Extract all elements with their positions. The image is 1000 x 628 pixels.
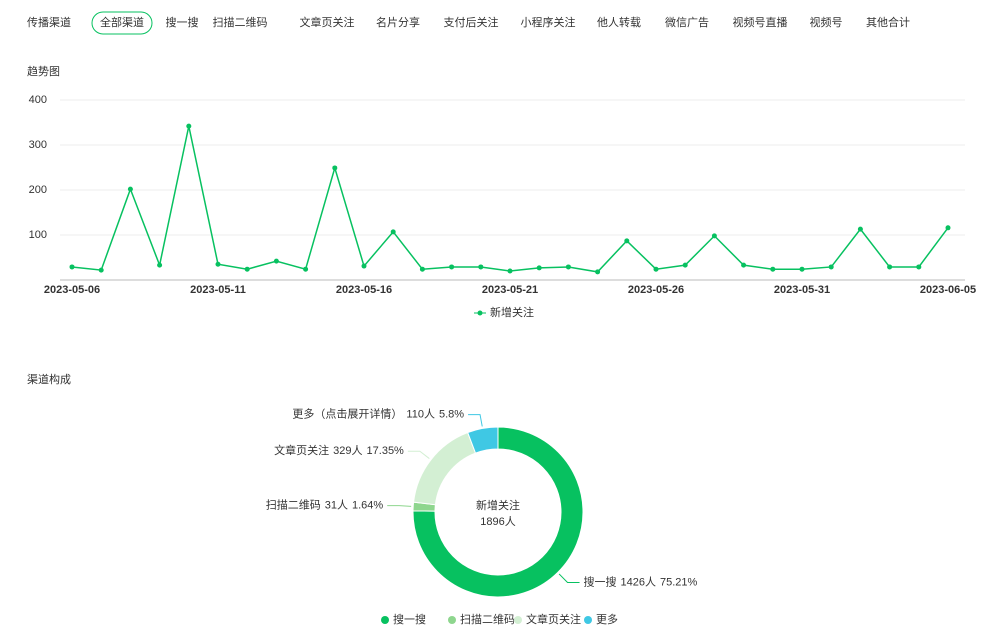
legend-label: 扫描二维码 (460, 612, 515, 626)
tabs-label: 传播渠道 (27, 15, 71, 29)
point (186, 123, 192, 129)
center-total: 1896人 (480, 515, 515, 528)
leader-line (558, 573, 580, 583)
point (799, 266, 805, 272)
tab[interactable]: 微信广告 (665, 15, 709, 29)
center-title: 新增关注 (476, 498, 520, 512)
slice-label-part: 329人 (333, 444, 362, 457)
slice-label-part: 1.64% (352, 500, 383, 512)
leader-line (387, 505, 412, 507)
legend-label: 新增关注 (490, 305, 534, 319)
legend-label: 搜一搜 (393, 612, 426, 626)
slice-label-part: 75.21% (660, 576, 698, 588)
point (244, 266, 250, 272)
slice-label: 更多（点击展开详情） 110人 5.8% (292, 407, 464, 421)
slice-label-part: 17.35% (367, 445, 405, 457)
point (419, 266, 425, 272)
legend-marker (448, 616, 456, 624)
point (887, 264, 893, 270)
slice (412, 426, 584, 598)
line (71, 125, 949, 273)
tab[interactable]: 搜一搜 (166, 15, 199, 29)
point (478, 264, 484, 270)
point (653, 266, 659, 272)
tab[interactable]: 支付后关注 (444, 15, 499, 29)
legend-label: 更多 (596, 612, 618, 626)
point (507, 268, 513, 274)
x-tick-label: 2023-05-16 (336, 284, 392, 296)
legend-label: 文章页关注 (526, 612, 581, 626)
point (536, 265, 542, 271)
slice-label-part: 110人 (406, 408, 435, 421)
tab[interactable]: 文章页关注 (300, 15, 355, 29)
legend-marker (514, 616, 522, 624)
x-tick-label: 2023-05-11 (190, 284, 246, 296)
point (770, 266, 776, 272)
tab[interactable]: 视频号直播 (733, 15, 788, 29)
tab[interactable]: 其他合计 (866, 15, 910, 29)
point (273, 258, 279, 264)
x-tick-label: 2023-05-26 (628, 284, 684, 296)
slice-label-part: 31人 (325, 499, 348, 512)
point (69, 264, 75, 270)
point (98, 267, 104, 273)
point (916, 264, 922, 270)
point (390, 229, 396, 235)
x-tick-label: 2023-06-05 (920, 284, 976, 296)
tab[interactable]: 他人转载 (597, 15, 641, 29)
point (857, 226, 863, 232)
point (127, 186, 133, 192)
tab[interactable]: 视频号 (810, 15, 843, 29)
y-tick-label: 400 (29, 94, 47, 106)
slice-label-part: 扫描二维码 (266, 498, 321, 512)
legend-marker (477, 310, 483, 316)
tab[interactable]: 全部渠道 (100, 15, 144, 29)
point (945, 225, 951, 231)
legend-marker (381, 616, 389, 624)
tab[interactable]: 名片分享 (376, 15, 420, 29)
section-title: 渠道构成 (27, 372, 71, 386)
slice-label-part: 5.8% (439, 409, 464, 421)
point (828, 264, 834, 270)
point (449, 264, 455, 270)
tab[interactable]: 小程序关注 (521, 15, 576, 29)
point (682, 262, 688, 268)
slice-label-part: 1426人 (621, 575, 656, 588)
slice-label-part: 文章页关注 (274, 443, 329, 457)
tab-selected-bg (91, 11, 153, 35)
x-tick-label: 2023-05-06 (44, 284, 100, 296)
slice-label-part: 搜一搜 (584, 574, 617, 588)
slice-label: 文章页关注 329人 17.35% (274, 443, 404, 457)
y-tick-label: 200 (29, 184, 47, 196)
x-tick-label: 2023-05-21 (482, 284, 538, 296)
legend-marker (584, 616, 592, 624)
point (565, 264, 571, 270)
y-tick-label: 100 (29, 229, 47, 241)
tab[interactable]: 扫描二维码 (213, 15, 268, 29)
section-title: 趋势图 (27, 65, 60, 78)
slice-label: 扫描二维码 31人 1.64% (266, 498, 384, 512)
point (361, 263, 367, 269)
x-tick-label: 2023-05-31 (774, 284, 830, 296)
point (711, 233, 717, 239)
point (624, 238, 630, 244)
slice-label: 搜一搜 1426人 75.21% (584, 574, 698, 588)
point (215, 261, 221, 267)
point (595, 269, 601, 275)
point (332, 165, 338, 171)
point (303, 266, 309, 272)
slice (413, 431, 477, 506)
slice-label-part: 更多（点击展开详情） (292, 407, 402, 421)
point (157, 262, 163, 268)
leader-line (468, 414, 483, 427)
point (741, 262, 747, 268)
y-tick-label: 300 (29, 139, 47, 151)
leader-line (407, 450, 430, 459)
slice (467, 426, 499, 454)
